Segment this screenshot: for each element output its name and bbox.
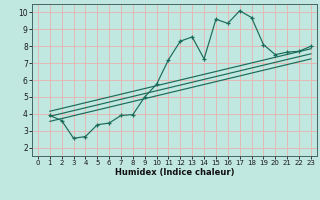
X-axis label: Humidex (Indice chaleur): Humidex (Indice chaleur)	[115, 168, 234, 177]
